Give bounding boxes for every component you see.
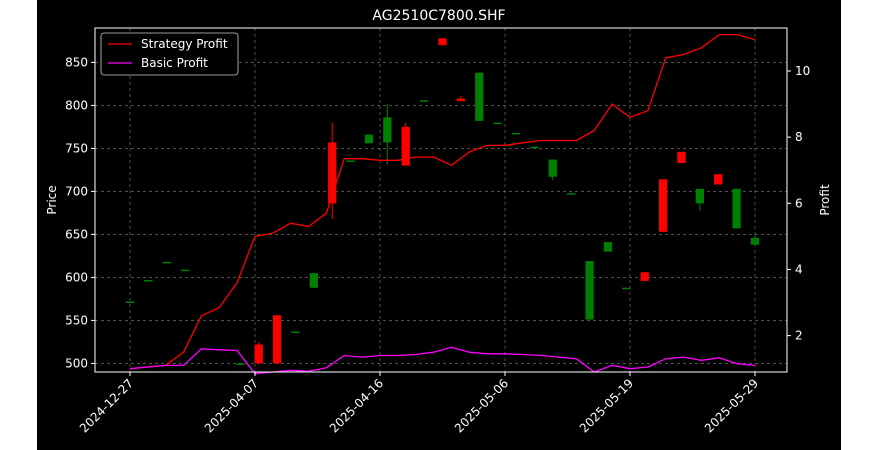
- y-right-tick-label: 2: [795, 329, 803, 343]
- candle-body: [511, 132, 521, 135]
- profit-lines: [129, 33, 756, 375]
- candle-body: [456, 98, 466, 102]
- candle-body: [714, 174, 723, 185]
- candle-body: [530, 146, 539, 149]
- y-right-tick-label: 8: [795, 130, 803, 144]
- candle-body: [750, 237, 760, 245]
- y-left-tick-label: 750: [65, 141, 88, 155]
- legend-label-basic-profit: Basic Profit: [141, 56, 208, 70]
- chart-title: AG2510C7800.SHF: [372, 8, 505, 24]
- candle-body: [475, 72, 484, 121]
- candle-body: [236, 363, 245, 365]
- line-basic-profit: [129, 346, 756, 375]
- y-right-tick-label: 6: [795, 196, 803, 210]
- y-left-tick-label: 650: [65, 227, 88, 241]
- candle-body: [585, 261, 594, 320]
- candle-body: [346, 160, 355, 162]
- candle-body: [732, 188, 741, 229]
- candle-body: [401, 126, 410, 166]
- candle-body: [677, 151, 686, 164]
- y-axis-label-right: Profit: [818, 184, 832, 216]
- candle-body: [162, 261, 171, 264]
- candle-body: [291, 331, 300, 334]
- grid: [95, 28, 787, 372]
- line-strategy-profit: [129, 33, 756, 370]
- candle-body: [309, 273, 318, 288]
- candle-body: [383, 117, 392, 143]
- plot-frame: [94, 27, 788, 373]
- candle-body: [181, 269, 190, 272]
- legend: Strategy Profit Basic Profit: [100, 32, 239, 76]
- candle-body: [419, 100, 429, 102]
- candles: [125, 38, 760, 365]
- candle-body: [125, 301, 135, 303]
- candle-body: [640, 272, 649, 281]
- candle-body: [695, 188, 704, 204]
- y-left-tick-label: 500: [65, 356, 88, 370]
- candle-body: [622, 287, 631, 290]
- y-left-tick-label: 850: [65, 55, 88, 69]
- y-left-tick-label: 800: [65, 98, 88, 112]
- candle-body: [548, 159, 557, 177]
- candle-body: [567, 193, 576, 195]
- candle-body: [328, 142, 337, 204]
- candle-body: [658, 179, 668, 232]
- candle-body: [364, 134, 374, 144]
- candle-body: [438, 38, 447, 46]
- y-right-tick-label: 4: [795, 262, 803, 276]
- candle-body: [493, 122, 502, 125]
- legend-label-strategy-profit: Strategy Profit: [141, 37, 228, 51]
- candle-body: [144, 279, 153, 282]
- candle-body: [272, 315, 282, 364]
- candle-body: [254, 344, 263, 364]
- y-left-tick-label: 550: [65, 313, 88, 327]
- y-left-tick-label: 700: [65, 184, 88, 198]
- y-right-tick-label: 10: [795, 64, 810, 78]
- candle-body: [603, 242, 613, 252]
- legend-box: [100, 32, 239, 76]
- y-axis-label-left: Price: [45, 185, 59, 214]
- y-left-tick-label: 600: [65, 270, 88, 284]
